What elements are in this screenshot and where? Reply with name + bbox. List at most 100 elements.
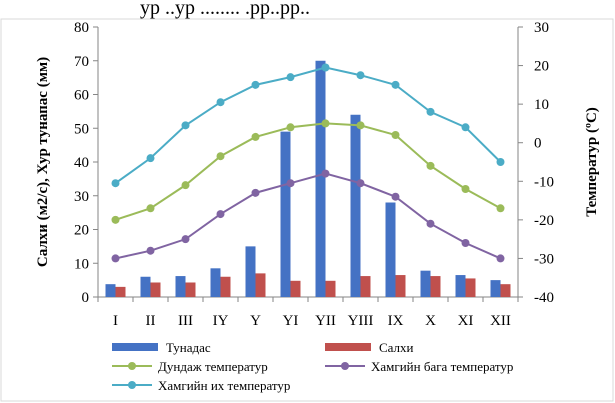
left-tick-label: 40 (74, 155, 89, 171)
bar-precipitation (455, 275, 466, 297)
point-mean-temp (496, 204, 505, 213)
point-max-temp (496, 158, 505, 166)
point-min-temp (356, 179, 365, 188)
bar-precipitation (175, 276, 186, 297)
point-max-temp (111, 179, 120, 188)
point-min-temp (426, 219, 435, 228)
bar-precipitation (210, 268, 221, 297)
right-tick-label: -20 (534, 213, 554, 229)
left-tick-label: 10 (74, 256, 89, 272)
legend-wind-swatch (325, 343, 371, 351)
bar-precipitation (245, 246, 256, 297)
point-min-temp (181, 235, 190, 244)
bar-wind (150, 282, 161, 297)
lines-group (111, 63, 505, 263)
legend-mean-temp-label: Дундаж температур (158, 359, 268, 374)
legend-precipitation-label: Тунадас (166, 340, 211, 355)
bar-wind (465, 278, 476, 297)
legend-mean-temp-marker (128, 362, 136, 370)
point-max-temp (251, 80, 260, 89)
right-tick-label: -10 (534, 174, 554, 190)
bar-precipitation (315, 60, 326, 297)
legend-precipitation-swatch (112, 343, 158, 351)
x-tick-label: YIII (348, 313, 374, 329)
point-max-temp (286, 73, 295, 82)
point-mean-temp (391, 131, 400, 139)
left-tick-label: 80 (74, 20, 89, 36)
x-tick-label: I (113, 313, 118, 329)
y-axis-title: Салхи (м2/с), Хур тунапас (мм) (35, 57, 51, 267)
line-max-temp (114, 66, 502, 185)
point-mean-temp (146, 204, 155, 213)
point-max-temp (391, 80, 400, 89)
right-tick-label: 30 (534, 20, 549, 36)
right-tick-label: -40 (534, 290, 554, 306)
point-mean-temp (286, 123, 295, 132)
point-max-temp (146, 154, 155, 163)
bar-precipitation (385, 202, 396, 297)
legend-max-temp-marker (128, 381, 136, 389)
x-tick-label: YI (283, 313, 299, 329)
right-tick-label: 10 (534, 97, 549, 113)
x-tick-label: X (425, 313, 436, 329)
point-min-temp (146, 246, 155, 255)
left-tick-label: 50 (74, 121, 89, 137)
line-min-temp (115, 172, 501, 260)
bar-wind (430, 276, 441, 297)
left-tick-label: 20 (74, 223, 89, 239)
legend-min-temp-label: Хамгийн бага температур (371, 359, 513, 374)
x-tick-label: II (146, 313, 156, 329)
legend: Тунадас Салхи Дундаж температур Хамгийн баг… (112, 340, 513, 393)
x-tick-label: XII (490, 313, 511, 329)
point-mean-temp (181, 181, 190, 190)
y2-axis-title: Температур (ºС) (584, 107, 600, 217)
point-mean-temp (251, 132, 260, 141)
x-tick-label: IX (388, 313, 404, 329)
point-max-temp (426, 107, 435, 116)
x-tick-label: IY (213, 313, 229, 329)
x-tick-label: YII (315, 313, 336, 329)
chart-border (0, 18, 614, 402)
bar-wind (185, 282, 196, 297)
bar-wind (255, 273, 266, 297)
legend-wind-label: Салхи (379, 340, 414, 355)
point-max-temp (181, 121, 190, 130)
point-min-temp (216, 210, 225, 219)
legend-max-temp-label: Хамгийн их температур (158, 378, 290, 393)
point-max-temp (356, 71, 365, 80)
bar-wind (500, 284, 511, 297)
legend-min-temp-marker (341, 362, 349, 370)
point-min-temp (496, 254, 505, 263)
bar-precipitation (140, 276, 151, 297)
point-mean-temp (321, 119, 330, 128)
bars-group (105, 60, 511, 297)
point-max-temp (461, 123, 470, 132)
point-min-temp (461, 239, 470, 247)
cropped-top-text: ур ..ур ........ .рр..рр.. (140, 0, 310, 19)
bar-wind (115, 286, 126, 297)
right-tick-label: -30 (534, 251, 554, 267)
point-max-temp (321, 63, 330, 72)
x-tick-label: III (178, 313, 193, 329)
point-min-temp (251, 188, 260, 197)
x-tick-label: XI (458, 313, 474, 329)
bar-wind (395, 275, 406, 297)
left-tick-label: 30 (74, 189, 89, 205)
bar-wind (220, 276, 231, 297)
x-tick-label: Y (250, 313, 261, 329)
bar-precipitation (490, 280, 501, 297)
point-min-temp (391, 192, 400, 201)
bar-wind (290, 280, 301, 297)
right-tick-label: 0 (534, 136, 542, 152)
point-max-temp (216, 98, 225, 107)
point-mean-temp (426, 161, 435, 170)
point-mean-temp (216, 152, 225, 161)
left-tick-label: 60 (74, 88, 89, 104)
bar-wind (360, 276, 371, 297)
point-mean-temp (111, 215, 120, 224)
bar-precipitation (350, 114, 361, 297)
point-mean-temp (356, 121, 365, 130)
point-min-temp (286, 179, 295, 188)
